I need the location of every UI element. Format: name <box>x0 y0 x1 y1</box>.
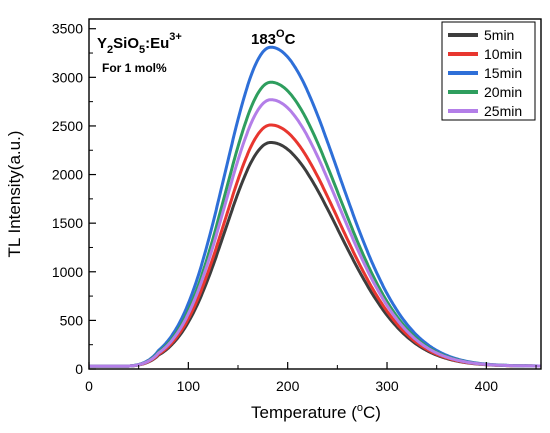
peak-temperature-annotation: 183OC <box>251 28 296 48</box>
y-tick-label: 1000 <box>52 264 83 280</box>
y-tick-label: 3500 <box>52 21 83 37</box>
y-tick-label: 500 <box>60 312 84 328</box>
axis-ticks <box>88 28 537 370</box>
legend-label-5min: 5min <box>484 27 514 43</box>
axis-tick-labels: 0 100 200 300 400 0 500 1000 1500 2000 2500 3000 350… <box>52 21 498 394</box>
legend-label-10min: 10min <box>484 46 522 62</box>
y-tick-label: 1500 <box>52 215 83 231</box>
plot-area-frame <box>88 18 542 370</box>
series-line-10min <box>88 123 542 368</box>
series-curves <box>88 45 542 368</box>
legend-label-25min: 25min <box>484 103 522 119</box>
y-tick-label: 3000 <box>52 69 83 85</box>
concentration-annotation: For 1 mol% <box>102 61 167 75</box>
series-line-25min <box>88 98 542 368</box>
legend-label-15min: 15min <box>484 65 522 81</box>
series-line-20min <box>88 80 542 368</box>
material-annotation: Y2SiO5:Eu3+ <box>97 31 182 56</box>
x-tick-label: 300 <box>375 378 399 394</box>
y-tick-label: 0 <box>75 361 83 377</box>
x-axis-title: Temperature (oC) <box>251 402 381 422</box>
y-axis-title: TL Intensity(a.u.) <box>5 131 24 258</box>
x-tick-label: 200 <box>276 378 300 394</box>
legend-label-20min: 20min <box>484 84 522 100</box>
series-line-5min <box>88 141 542 368</box>
legend: 5min 10min 15min 20min 25min <box>441 21 536 121</box>
x-tick-label: 100 <box>177 378 201 394</box>
x-tick-label: 0 <box>85 378 93 394</box>
y-tick-label: 2500 <box>52 118 83 134</box>
x-tick-label: 400 <box>475 378 499 394</box>
y-tick-label: 2000 <box>52 167 83 183</box>
